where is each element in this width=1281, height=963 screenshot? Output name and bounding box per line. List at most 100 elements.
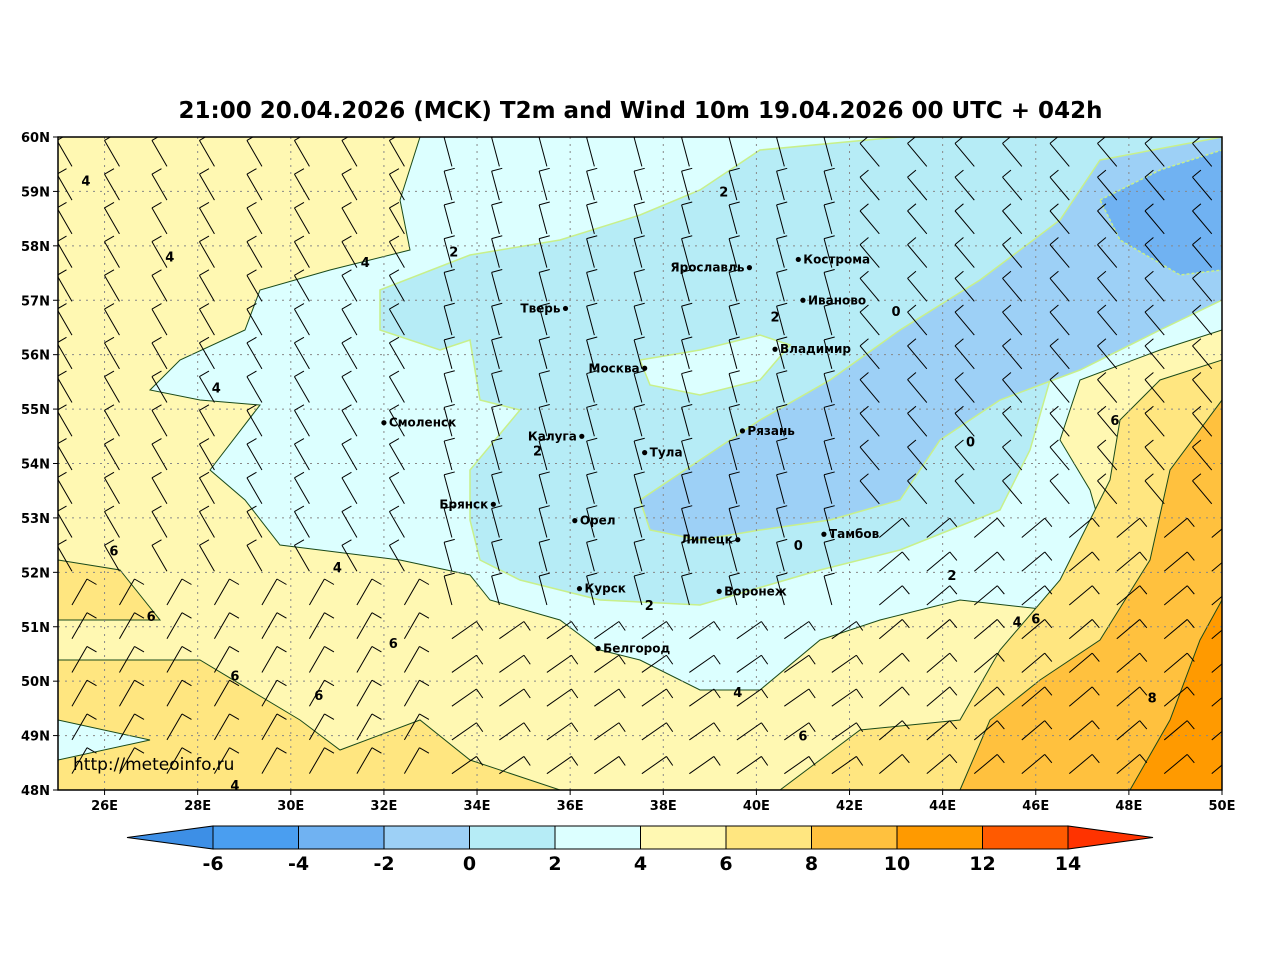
wind-barb bbox=[1144, 338, 1165, 370]
wind-barb bbox=[954, 169, 975, 201]
wind-barb bbox=[293, 336, 310, 370]
city-dot bbox=[800, 297, 806, 303]
wind-barb bbox=[443, 370, 455, 403]
wind-barb-flag bbox=[444, 269, 455, 273]
wind-barb bbox=[308, 578, 335, 606]
wind-barb-staff bbox=[1002, 345, 1023, 370]
wind-barb-staff bbox=[776, 238, 785, 268]
wind-barb-flag bbox=[444, 370, 455, 375]
contour-label: 4 bbox=[361, 256, 370, 271]
wind-barb-flag bbox=[1097, 270, 1107, 279]
wind-barb bbox=[261, 612, 287, 639]
colorbar-label: 10 bbox=[884, 853, 910, 875]
wind-barb-staff bbox=[491, 137, 500, 167]
wind-barb-staff bbox=[907, 311, 928, 336]
wind-barb-flag bbox=[389, 201, 400, 209]
wind-barb bbox=[538, 538, 550, 572]
wind-barb-staff bbox=[736, 756, 762, 775]
wind-barb-staff bbox=[1211, 764, 1222, 775]
wind-barb-flag bbox=[666, 756, 674, 766]
wind-barb-flag bbox=[341, 303, 352, 310]
wind-barb bbox=[119, 578, 145, 606]
wind-barb-flag bbox=[907, 304, 917, 313]
wind-barb bbox=[586, 269, 598, 302]
wind-barb-flag bbox=[341, 235, 352, 243]
wind-barb-staff bbox=[403, 713, 420, 741]
wind-barb bbox=[859, 270, 880, 302]
wind-barb-staff bbox=[538, 407, 548, 437]
wind-barb-staff bbox=[293, 308, 310, 336]
wind-barb bbox=[308, 747, 335, 774]
wind-barb-staff bbox=[1068, 686, 1093, 707]
wind-barb-flag bbox=[954, 439, 964, 448]
wind-barb-flag bbox=[389, 505, 400, 512]
wind-barb bbox=[823, 201, 835, 234]
wind-barb bbox=[246, 201, 263, 235]
wind-barb-staff bbox=[538, 440, 548, 471]
wind-barb bbox=[859, 338, 880, 370]
wind-barb-staff bbox=[293, 342, 310, 370]
colorbar-label: -6 bbox=[202, 853, 223, 875]
wind-barb-staff bbox=[1097, 480, 1118, 505]
wind-barb-staff bbox=[728, 407, 738, 437]
wind-barb-flag bbox=[823, 167, 835, 172]
wind-barb bbox=[633, 437, 645, 471]
wind-barb-flag bbox=[341, 336, 352, 344]
wind-barb-staff bbox=[736, 654, 762, 673]
wind-barb-staff bbox=[403, 679, 420, 707]
wind-barb-staff bbox=[491, 339, 500, 369]
wind-barb bbox=[823, 403, 835, 437]
wind-barb-staff bbox=[926, 652, 951, 673]
wind-barb bbox=[1049, 270, 1070, 302]
wind-barb-flag bbox=[1144, 304, 1154, 313]
wind-barb-staff bbox=[1144, 311, 1165, 336]
wind-barb bbox=[689, 654, 721, 673]
wind-barb-flag bbox=[761, 654, 769, 665]
wind-barb bbox=[907, 270, 928, 302]
wind-barb bbox=[246, 235, 263, 268]
wind-barb bbox=[104, 303, 120, 336]
city-dot bbox=[739, 428, 746, 434]
contour-label: 6 bbox=[1031, 613, 1040, 628]
wind-barb bbox=[538, 403, 550, 437]
wind-barb-flag bbox=[713, 756, 721, 766]
wind-barb-flag bbox=[666, 621, 674, 631]
wind-barb bbox=[784, 756, 816, 775]
wind-barb-flag bbox=[681, 235, 693, 240]
wind-barb-staff bbox=[341, 241, 358, 268]
wind-barb bbox=[151, 370, 168, 403]
wind-barb-flag bbox=[538, 572, 550, 577]
wind-barb bbox=[341, 336, 358, 370]
wind-barb-staff bbox=[1192, 311, 1213, 336]
wind-barb bbox=[681, 437, 693, 471]
wind-barb bbox=[356, 612, 382, 639]
wind-barb bbox=[388, 438, 405, 471]
lat-tick-label: 56N bbox=[21, 349, 50, 364]
wind-barb bbox=[199, 370, 215, 403]
wind-barb-flag bbox=[1144, 270, 1154, 279]
wind-barb-staff bbox=[388, 207, 405, 235]
wind-barb bbox=[151, 269, 168, 302]
wind-barb bbox=[633, 269, 645, 302]
lat-tick-label: 49N bbox=[21, 730, 50, 745]
wind-barb-flag bbox=[246, 370, 257, 378]
wind-barb bbox=[776, 505, 788, 538]
wind-barb-flag bbox=[371, 679, 382, 687]
city-label: Брянск bbox=[439, 497, 488, 511]
wind-barb bbox=[538, 437, 550, 471]
wind-barb-flag bbox=[419, 747, 430, 754]
city-label: Рязань bbox=[747, 424, 795, 438]
wind-barb-flag bbox=[713, 688, 721, 699]
wind-barb-flag bbox=[341, 539, 352, 546]
wind-barb bbox=[1049, 338, 1070, 370]
wind-barb-flag bbox=[341, 505, 352, 512]
wind-barb-staff bbox=[1068, 551, 1093, 572]
wind-barb-flag bbox=[294, 370, 305, 378]
lat-tick-label: 57N bbox=[21, 294, 50, 309]
wind-barb-flag bbox=[1186, 720, 1195, 730]
wind-barb bbox=[1068, 551, 1100, 572]
wind-barb bbox=[641, 722, 674, 741]
wind-barb bbox=[199, 235, 215, 268]
wind-barb-staff bbox=[859, 480, 880, 505]
wind-barb-staff bbox=[538, 137, 548, 167]
